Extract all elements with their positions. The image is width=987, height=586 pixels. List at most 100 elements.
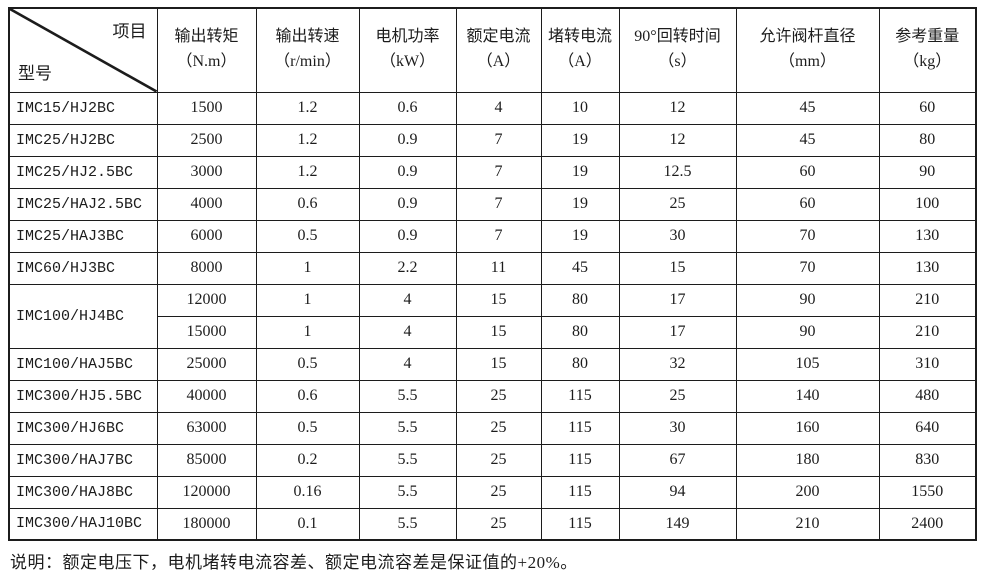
value-cell: 1500 (156, 91, 257, 125)
value-cell: 0.6 (255, 379, 360, 413)
value-cell: 45 (540, 251, 620, 285)
value-cell: 200 (735, 475, 880, 509)
column-header-name: 堵转电流 (547, 28, 612, 46)
model-cell: IMC100/HAJ5BC (8, 347, 158, 381)
model-cell: IMC300/HAJ10BC (8, 507, 158, 541)
value-cell: 100 (878, 187, 977, 221)
value-cell: 1 (255, 315, 360, 349)
value-cell: 80 (540, 315, 620, 349)
column-header-unit: （N.m） (176, 53, 237, 71)
column-header-name: 输出转矩 (174, 28, 239, 46)
value-cell: 7 (455, 187, 542, 221)
table-row: IMC300/HJ6BC 63000 0.5 5.5 25 115 30 160 640 (8, 411, 977, 445)
table-row: IMC25/HAJ3BC 6000 0.5 0.9 7 19 30 70 130 (8, 219, 977, 253)
table-row: IMC300/HJ5.5BC 40000 0.6 5.5 25 115 25 140 480 (8, 379, 977, 413)
value-cell: 0.5 (255, 219, 360, 253)
column-header-name: 电机功率 (375, 28, 440, 46)
column-header: 参考重量 （kg） (878, 7, 977, 93)
value-cell: 830 (878, 443, 977, 477)
value-cell: 480 (878, 379, 977, 413)
value-cell: 80 (540, 283, 620, 317)
value-cell: 60 (735, 187, 880, 221)
model-cell: IMC100/HJ4BC (8, 283, 158, 349)
value-cell: 0.16 (255, 475, 360, 509)
value-cell: 640 (878, 411, 977, 445)
value-cell: 17 (618, 283, 737, 317)
value-cell: 90 (735, 315, 880, 349)
value-cell: 94 (618, 475, 737, 509)
column-header: 允许阀杆直径 （mm） (735, 7, 880, 93)
model-cell: IMC300/HJ5.5BC (8, 379, 158, 413)
column-header-unit: （s） (658, 53, 697, 71)
spec-table: 项目 型号 输出转矩 （N.m） 输出转速 （r/min） 电机功率 （kW） 额定电流 （A… (8, 7, 977, 541)
table-body: IMC15/HJ2BC 1500 1.2 0.6 4 10 12 45 60 IMC25/HJ2B… (8, 91, 977, 541)
value-cell: 15000 (156, 315, 257, 349)
column-header-name: 参考重量 (895, 28, 960, 46)
value-cell: 60 (735, 155, 880, 189)
value-cell: 130 (878, 219, 977, 253)
value-cell: 10 (540, 91, 620, 125)
value-cell: 40000 (156, 379, 257, 413)
model-cell: IMC25/HAJ2.5BC (8, 187, 158, 221)
value-cell: 2.2 (358, 251, 457, 285)
value-cell: 4000 (156, 187, 257, 221)
diagonal-label-model: 型号 (18, 63, 52, 83)
value-cell: 0.9 (358, 155, 457, 189)
value-cell: 25000 (156, 347, 257, 381)
value-cell: 12 (618, 123, 737, 157)
value-cell: 70 (735, 251, 880, 285)
value-cell: 5.5 (358, 475, 457, 509)
value-cell: 25 (618, 187, 737, 221)
model-cell: IMC25/HAJ3BC (8, 219, 158, 253)
column-header-unit: （kg） (903, 53, 952, 71)
value-cell: 130 (878, 251, 977, 285)
value-cell: 30 (618, 411, 737, 445)
value-cell: 63000 (156, 411, 257, 445)
value-cell: 105 (735, 347, 880, 381)
value-cell: 19 (540, 219, 620, 253)
value-cell: 210 (878, 315, 977, 349)
table-row: IMC60/HJ3BC 8000 1 2.2 11 45 15 70 130 (8, 251, 977, 285)
value-cell: 115 (540, 475, 620, 509)
value-cell: 15 (618, 251, 737, 285)
value-cell: 30 (618, 219, 737, 253)
column-header: 电机功率 （kW） (358, 7, 457, 93)
column-header-name: 输出转速 (275, 28, 340, 46)
column-header-unit: （A） (558, 53, 602, 71)
value-cell: 0.5 (255, 411, 360, 445)
model-cell: IMC300/HJ6BC (8, 411, 158, 445)
value-cell: 15 (455, 283, 542, 317)
table-row: IMC300/HAJ7BC 85000 0.2 5.5 25 115 67 180 830 (8, 443, 977, 477)
table-row: IMC15/HJ2BC 1500 1.2 0.6 4 10 12 45 60 (8, 91, 977, 125)
value-cell: 4 (455, 91, 542, 125)
value-cell: 25 (618, 379, 737, 413)
value-cell: 15 (455, 347, 542, 381)
value-cell: 2500 (156, 123, 257, 157)
value-cell: 0.2 (255, 443, 360, 477)
value-cell: 140 (735, 379, 880, 413)
value-cell: 180 (735, 443, 880, 477)
value-cell: 149 (618, 507, 737, 541)
value-cell: 5.5 (358, 507, 457, 541)
value-cell: 32 (618, 347, 737, 381)
table-row: IMC300/HAJ8BC 120000 0.16 5.5 25 115 94 200 1550 (8, 475, 977, 509)
value-cell: 5.5 (358, 443, 457, 477)
value-cell: 25 (455, 411, 542, 445)
value-cell: 3000 (156, 155, 257, 189)
value-cell: 90 (735, 283, 880, 317)
column-header-unit: （mm） (779, 53, 836, 71)
value-cell: 6000 (156, 219, 257, 253)
value-cell: 310 (878, 347, 977, 381)
value-cell: 25 (455, 379, 542, 413)
column-header: 90°回转时间 （s） (618, 7, 737, 93)
column-header-name: 允许阀杆直径 (759, 28, 856, 46)
value-cell: 80 (878, 123, 977, 157)
model-cell: IMC60/HJ3BC (8, 251, 158, 285)
value-cell: 4 (358, 347, 457, 381)
value-cell: 90 (878, 155, 977, 189)
footnote: 说明：额定电压下，电机堵转电流容差、额定电流容差是保证值的+20%。 (10, 553, 578, 572)
value-cell: 19 (540, 123, 620, 157)
value-cell: 210 (878, 283, 977, 317)
value-cell: 4 (358, 283, 457, 317)
value-cell: 1550 (878, 475, 977, 509)
